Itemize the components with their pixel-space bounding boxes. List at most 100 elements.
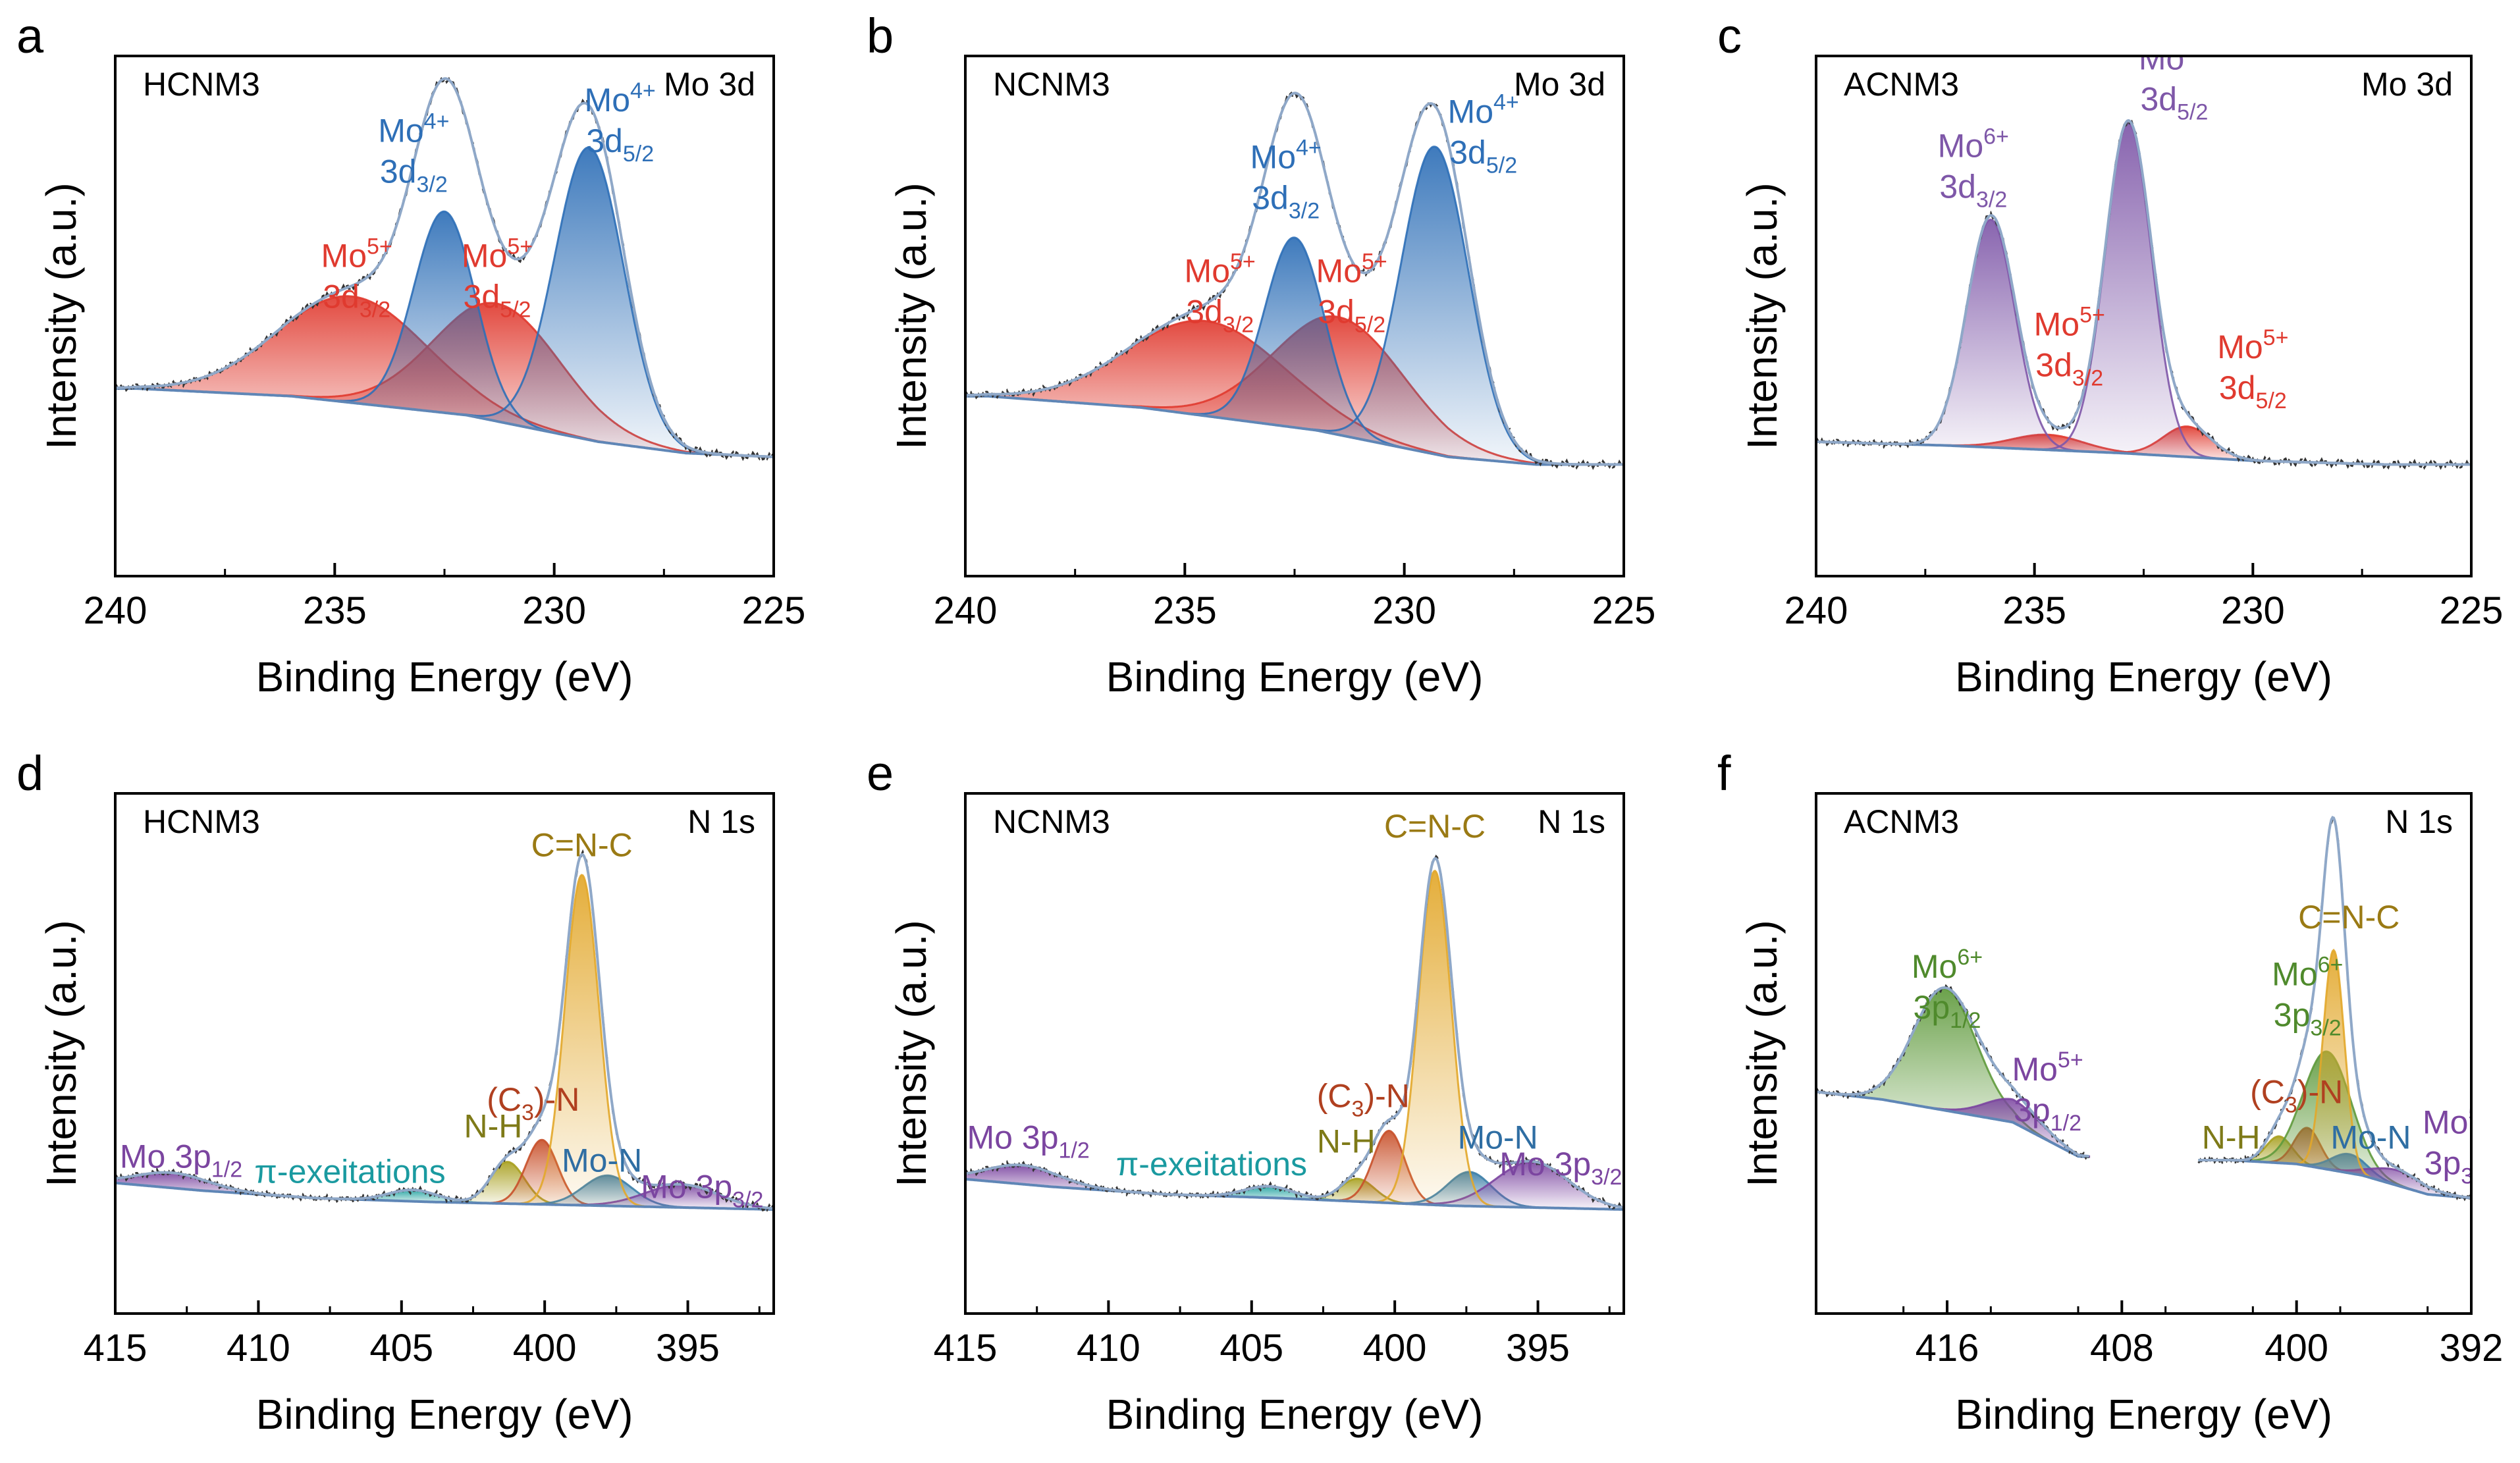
x-tick-label: 415 xyxy=(84,1327,147,1370)
region-label: Mo 3d xyxy=(1514,66,1605,103)
peak-label-mo6-3p3-2: Mo6+3p3/2 xyxy=(2272,953,2343,1041)
x-tick-label: 416 xyxy=(1916,1327,1979,1370)
sample-label: NCNM3 xyxy=(993,66,1110,103)
svg-text:π-exeitations: π-exeitations xyxy=(1116,1146,1307,1183)
x-tick-label: 405 xyxy=(369,1327,433,1370)
envelope-line xyxy=(965,857,1624,1209)
peak-label-mo6-3d5-2: Mo6+3d5/2 xyxy=(2139,56,2210,125)
panel-letter: a xyxy=(16,9,44,63)
sample-label: NCNM3 xyxy=(993,803,1110,840)
peak-label-mo5-3p1-2: Mo5+3p1/2 xyxy=(2012,1048,2083,1136)
plot-frame xyxy=(114,792,775,1315)
envelope-line xyxy=(115,853,774,1210)
y-axis-title: Intensity (a.u.) xyxy=(888,920,935,1187)
plot-frame xyxy=(964,792,1625,1315)
svg-text:3d3/2: 3d3/2 xyxy=(1186,294,1254,338)
background-line xyxy=(115,1181,774,1211)
panel-letter: e xyxy=(867,746,894,801)
x-tick-label: 240 xyxy=(934,589,998,632)
y-axis-title: Intensity (a.u.) xyxy=(888,182,935,450)
panel-d: C=N-C (C3)-NN-H Mo-N π-exeitations Mo 3p1/2 M… xyxy=(16,746,775,1438)
svg-text:3d5/2: 3d5/2 xyxy=(464,279,531,323)
svg-text:Mo5+: Mo5+ xyxy=(2012,1048,2083,1088)
envelope-line xyxy=(1816,816,2471,1200)
x-tick-label: 225 xyxy=(1592,589,1656,632)
peak-label-mo-n: Mo-N xyxy=(2330,1119,2411,1156)
peak-label-mo4-3d3-2: Mo4+3d3/2 xyxy=(1250,136,1322,224)
sample-label: HCNM3 xyxy=(143,803,260,840)
svg-text:Mo5+: Mo5+ xyxy=(2034,302,2105,342)
sample-label: ACNM3 xyxy=(1844,803,1959,840)
svg-text:Mo 3p1/2: Mo 3p1/2 xyxy=(967,1119,1090,1163)
panel-letter: c xyxy=(1717,9,1742,63)
peak-label-mo-3p1-2: Mo 3p1/2 xyxy=(120,1138,242,1183)
svg-text:3p3/2: 3p3/2 xyxy=(2425,1145,2492,1189)
x-axis-title: Binding Energy (eV) xyxy=(1106,1391,1484,1438)
panel-f: Mo6+3p1/2Mo5+3p1/2C=N-CMo6+3p3/2(C3)-NN-… xyxy=(1717,746,2503,1438)
svg-text:3d3/2: 3d3/2 xyxy=(380,153,448,197)
region-label: N 1s xyxy=(1538,803,1605,840)
region-label: N 1s xyxy=(2385,803,2453,840)
peak-label-mo5-3d5-2: Mo5+3d5/2 xyxy=(2217,325,2288,413)
peak-label-mo4-3d5-2: Mo4+3d5/2 xyxy=(585,78,656,167)
peak-label-mo-n: Mo-N xyxy=(1458,1119,1538,1156)
region-label: N 1s xyxy=(687,803,755,840)
peak-label-n-h: N-H xyxy=(2202,1119,2261,1156)
svg-text:Mo6+: Mo6+ xyxy=(1938,124,2009,164)
x-axis-title: Binding Energy (eV) xyxy=(1955,1391,2332,1438)
panel-letter: d xyxy=(16,746,43,801)
svg-text:Mo6+: Mo6+ xyxy=(1912,945,1983,985)
x-tick-label: 235 xyxy=(303,589,367,632)
peak-label-mo6-3p1-2: Mo6+3p1/2 xyxy=(1912,945,1983,1033)
background-line xyxy=(115,387,774,458)
svg-text:3d5/2: 3d5/2 xyxy=(2219,369,2287,413)
svg-text:Mo5+: Mo5+ xyxy=(1316,250,1387,290)
x-tick-label: 395 xyxy=(656,1327,720,1370)
x-tick-label: 235 xyxy=(1153,589,1217,632)
peak-label-n-h: N-H xyxy=(1317,1123,1376,1159)
y-axis-title: Intensity (a.u.) xyxy=(1738,920,1786,1187)
peak-label-mo-3p1-2: Mo 3p1/2 xyxy=(967,1119,1090,1163)
plot-area: C=N-C (C3)-NN-H Mo-N π-exeitations Mo 3p1/2 M… xyxy=(115,827,774,1213)
svg-text:N-H: N-H xyxy=(464,1107,522,1144)
x-tick-label: 230 xyxy=(1372,589,1436,632)
peak-label-mo4-3d3-2: Mo4+3d3/2 xyxy=(378,109,449,197)
peak-label-n-h: N-H xyxy=(464,1107,522,1144)
x-tick-label: 392 xyxy=(2440,1327,2504,1370)
peak-label-c-n-c: C=N-C xyxy=(2298,899,2399,936)
plot-area: Mo6+3p1/2Mo5+3p1/2C=N-CMo6+3p3/2(C3)-NN-… xyxy=(1816,814,2492,1202)
x-tick-label: 395 xyxy=(1506,1327,1570,1370)
svg-text:N-H: N-H xyxy=(2202,1119,2261,1156)
x-tick-label: 225 xyxy=(2440,589,2504,632)
svg-text:(C3)-N: (C3)-N xyxy=(2250,1074,2343,1118)
x-tick-label: 405 xyxy=(1220,1327,1283,1370)
svg-text:Mo5+: Mo5+ xyxy=(1185,250,1256,290)
svg-text:3d5/2: 3d5/2 xyxy=(1318,294,1385,338)
peak-label-mo5-3p3-2: Mo5+3p3/2 xyxy=(2423,1101,2492,1189)
svg-text:3p1/2: 3p1/2 xyxy=(2014,1092,2081,1136)
x-tick-label: 230 xyxy=(522,589,586,632)
peak-label-c3-n: (C3)-N xyxy=(487,1081,579,1125)
x-tick-label: 400 xyxy=(1363,1327,1427,1370)
x-tick-label: 240 xyxy=(84,589,147,632)
peak-label-mo5-3d5-2: Mo5+3d5/2 xyxy=(1316,250,1387,338)
peak-label-exeitations: π-exeitations xyxy=(1116,1146,1307,1183)
background-line xyxy=(965,394,1624,466)
x-axis-title: Binding Energy (eV) xyxy=(256,653,633,701)
x-tick-label: 235 xyxy=(2002,589,2066,632)
peak-label-mo5-3d3-2: Mo5+3d3/2 xyxy=(321,234,392,323)
x-axis-title: Binding Energy (eV) xyxy=(1106,653,1484,701)
svg-text:Mo4+: Mo4+ xyxy=(378,109,449,149)
x-tick-label: 410 xyxy=(227,1327,290,1370)
svg-text:π-exeitations: π-exeitations xyxy=(254,1154,445,1190)
region-label: Mo 3d xyxy=(664,66,755,103)
x-tick-label: 415 xyxy=(934,1327,998,1370)
y-axis-title: Intensity (a.u.) xyxy=(38,182,85,450)
svg-text:N-H: N-H xyxy=(1317,1123,1376,1159)
svg-text:3d5/2: 3d5/2 xyxy=(2140,81,2208,125)
panel-letter: b xyxy=(867,9,894,63)
plot-area: C=N-C (C3)-NN-H Mo-N π-exeitations Mo 3p1/2 M… xyxy=(965,808,1624,1211)
